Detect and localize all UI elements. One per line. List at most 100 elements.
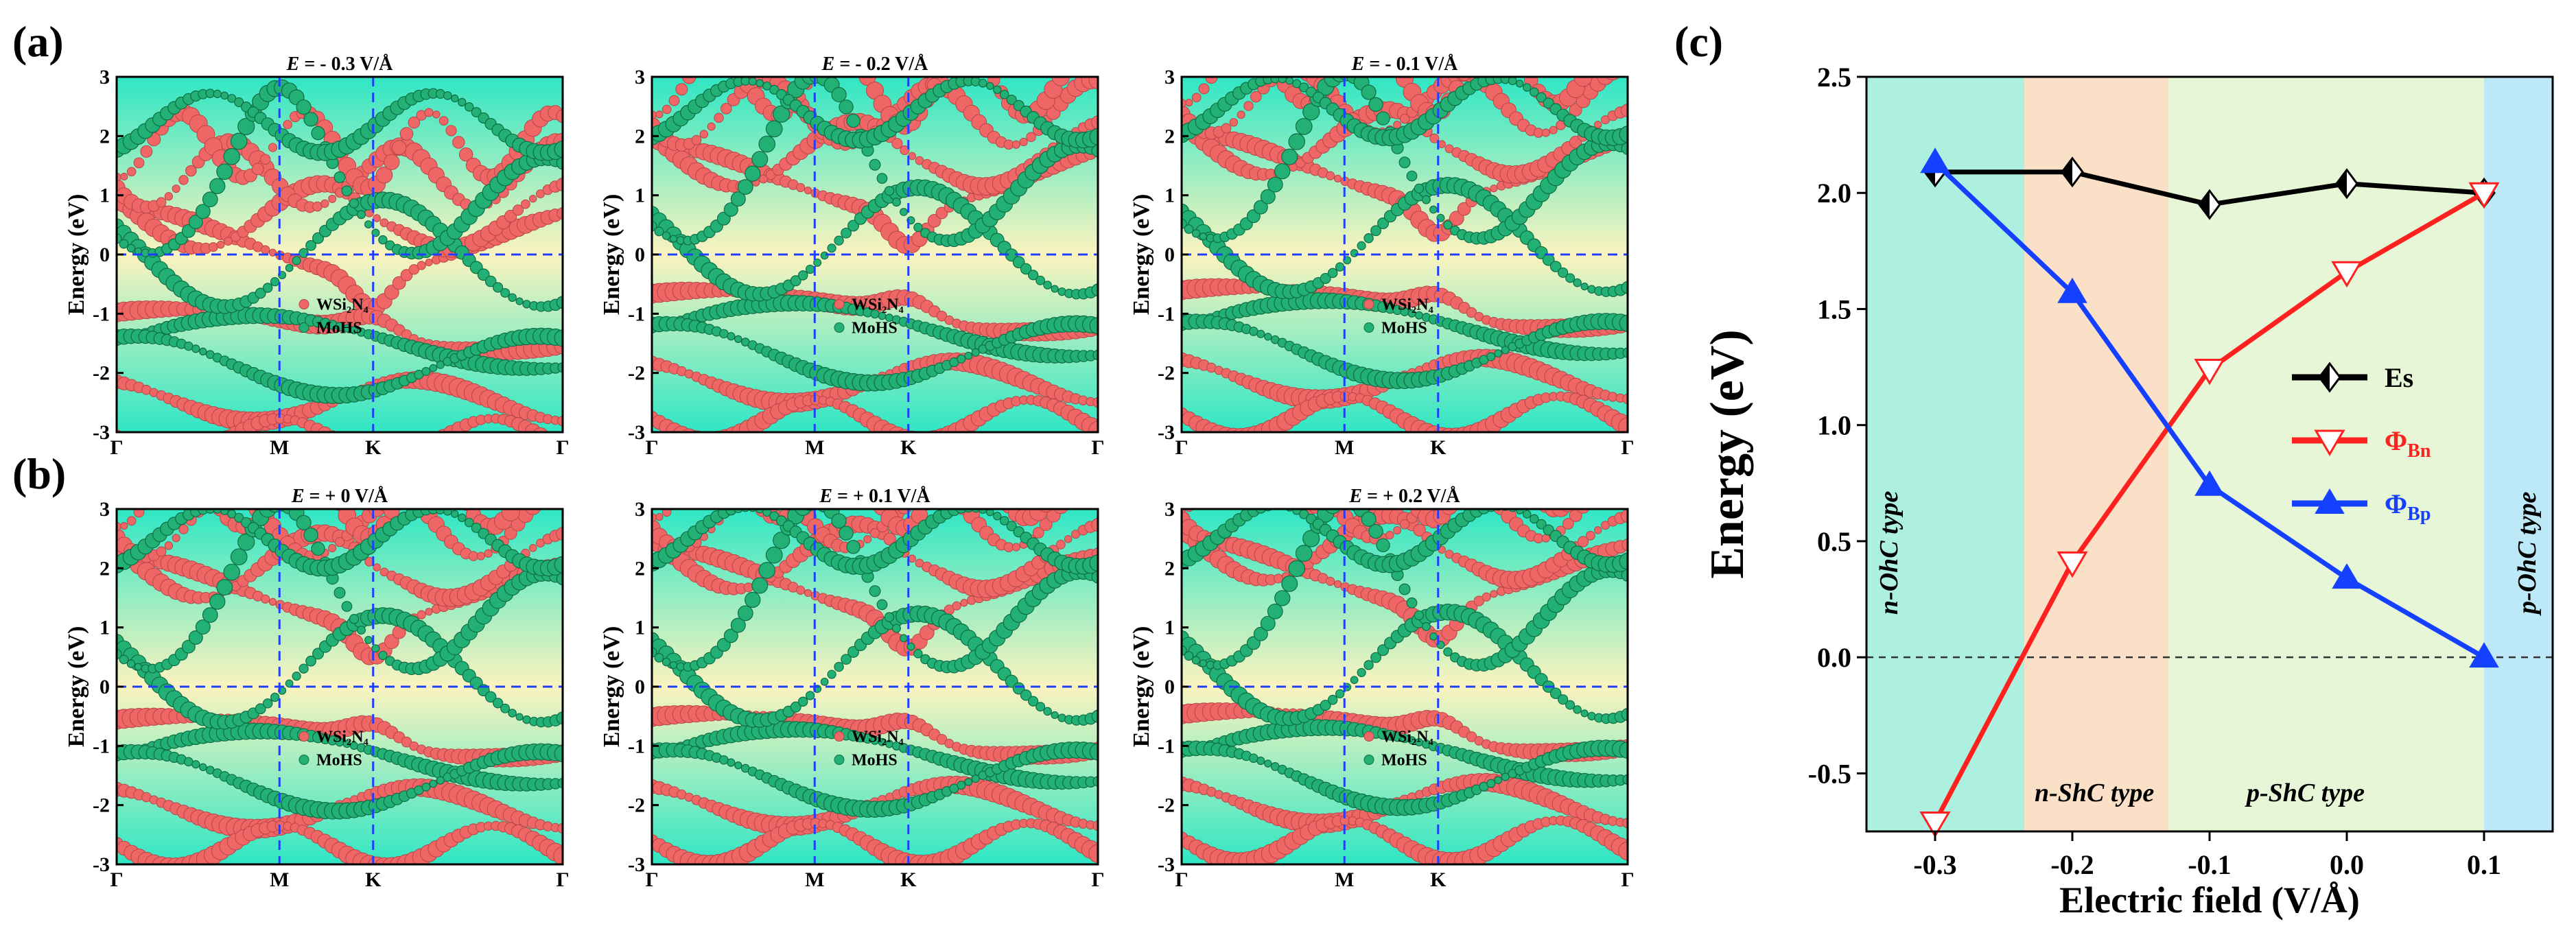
x-tick-label: 0.1	[2467, 849, 2501, 880]
mohs-point	[255, 287, 266, 299]
wsi2n4-point	[759, 174, 768, 184]
wsi2n4-point	[1490, 34, 1498, 43]
wsi2n4-point	[935, 468, 948, 481]
mohs-point	[202, 191, 218, 208]
wsi2n4-point	[408, 264, 420, 275]
wsi2n4-point	[661, 509, 672, 517]
wsi2n4-point	[390, 449, 409, 469]
wsi2n4-point	[484, 549, 493, 558]
field-value: = - 0.3 V/Å	[299, 54, 393, 75]
mohs-point	[1501, 772, 1510, 781]
mohs-point	[1350, 249, 1359, 257]
mohs-point	[737, 179, 753, 195]
wsi2n4-point	[1019, 137, 1028, 147]
wsi2n4-point	[668, 95, 680, 106]
y-tick-label: 2.5	[1817, 62, 1851, 93]
mohs-point	[900, 634, 908, 643]
mohs-point	[957, 354, 966, 364]
wsi2n4-point	[1342, 58, 1348, 64]
mohs-point	[1020, 689, 1032, 701]
mohs-point	[1020, 263, 1032, 275]
wsi2n4-point	[1585, 530, 1595, 541]
y-tick-label: 3	[635, 66, 645, 88]
wsi2n4-point	[328, 544, 337, 553]
wsi2n4-point	[1621, 509, 1628, 523]
mohs-point	[230, 548, 248, 566]
wsi2n4-point	[175, 453, 192, 471]
wsi2n4-point	[1285, 492, 1302, 508]
wsi2n4-point	[974, 54, 983, 63]
wsi2n4-point	[690, 58, 704, 73]
wsi2n4-point	[220, 483, 236, 499]
band-dots	[1182, 457, 1628, 864]
wsi2n4-point	[400, 269, 413, 282]
wsi2n4-point	[1597, 37, 1614, 54]
wsi2n4-point	[208, 242, 218, 252]
wsi2n4-point	[428, 434, 445, 450]
mohs-point	[1494, 776, 1503, 785]
wsi2n4-point	[433, 460, 440, 467]
mohs-point	[451, 94, 459, 103]
wsi2n4-point	[1213, 464, 1226, 477]
x-tick-label: M	[805, 436, 824, 459]
mohs-point	[443, 509, 452, 516]
mohs-point	[769, 511, 780, 521]
wsi2n4-point	[1465, 459, 1478, 472]
wsi2n4-point	[908, 152, 916, 161]
series-φbp	[1920, 147, 2499, 668]
wsi2n4-point	[206, 490, 221, 505]
wsi2n4-point	[1473, 595, 1485, 606]
mohs-point	[1558, 267, 1569, 279]
wsi2n4-point	[1325, 486, 1335, 495]
legend-wsi2n4-marker	[298, 299, 309, 310]
mohs-point	[748, 77, 757, 86]
mohs-point	[1320, 700, 1331, 711]
wsi2n4-point	[126, 167, 137, 176]
legend-wsi2n4-label: WSi₂N₄	[316, 296, 368, 314]
mohs-point	[1260, 189, 1276, 204]
data-point	[2468, 182, 2500, 209]
wsi2n4-point	[501, 509, 520, 521]
wsi2n4-point	[432, 110, 441, 119]
mohs-point	[1264, 759, 1272, 768]
wsi2n4-point	[1262, 457, 1280, 475]
wsi2n4-point	[1198, 83, 1210, 95]
mohs-point	[1549, 261, 1562, 272]
mohs-point	[1370, 225, 1381, 237]
wsi2n4-point	[438, 116, 449, 126]
region-label: n-ShC type	[2035, 779, 2154, 807]
field-value: = - 0.1 V/Å	[1364, 54, 1458, 75]
wsi2n4-point	[1064, 535, 1073, 543]
mohs-point	[741, 509, 750, 512]
wsi2n4-point	[777, 484, 795, 501]
y-tick-label: -1	[1158, 303, 1175, 325]
mohs-point	[1619, 126, 1628, 143]
wsi2n4-point	[1068, 49, 1084, 65]
x-tick-label: K	[365, 436, 382, 459]
mohs-point	[978, 78, 987, 88]
legend-wsi2n4-label: WSi₂N₄	[1381, 729, 1433, 746]
wsi2n4-point	[981, 466, 992, 476]
wsi2n4-point	[690, 461, 704, 475]
mohs-point	[727, 758, 736, 767]
wsi2n4-point	[1185, 98, 1193, 107]
wsi2n4-point	[126, 516, 137, 526]
wsi2n4-point	[1604, 468, 1621, 485]
mohs-point	[773, 532, 791, 549]
y-tick-label: -3	[93, 421, 110, 444]
wsi2n4-point	[216, 240, 225, 249]
mohs-point	[891, 624, 901, 633]
wsi2n4-point	[1052, 471, 1069, 488]
wsi2n4-point	[283, 119, 292, 130]
wsi2n4-point	[1292, 466, 1309, 483]
mohs-point	[1429, 632, 1438, 641]
mohs-point	[1028, 270, 1039, 281]
wsi2n4-point	[960, 449, 968, 457]
wsi2n4-point	[283, 469, 292, 478]
mohs-point	[847, 220, 860, 232]
y-tick-label: -3	[1158, 421, 1175, 444]
mohs-point	[303, 528, 318, 543]
